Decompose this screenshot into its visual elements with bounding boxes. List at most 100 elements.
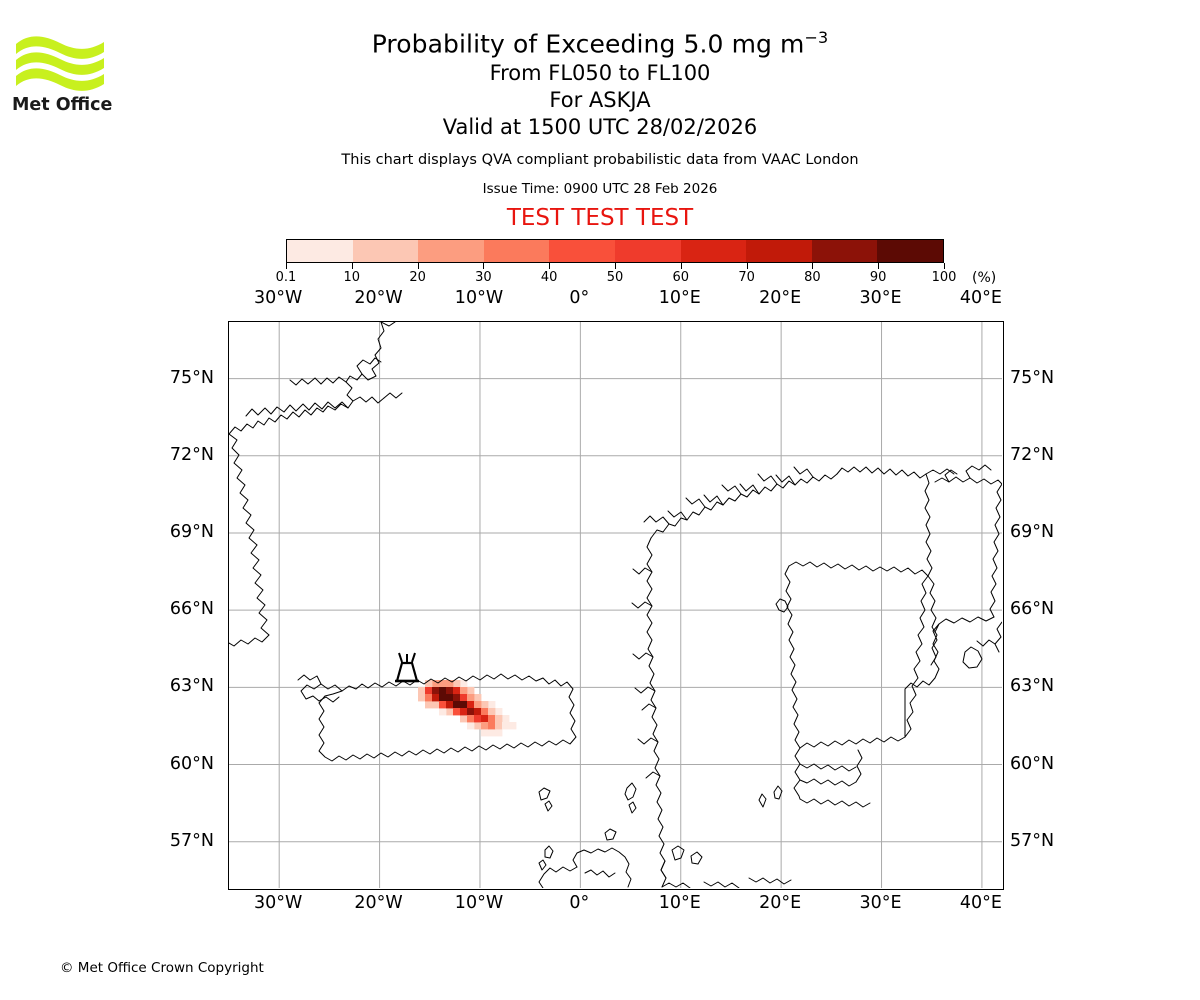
heatmap-cell — [481, 722, 489, 730]
heatmap-cell — [474, 715, 482, 723]
colorbar-band-5 — [614, 240, 681, 262]
heatmap-cell — [460, 694, 468, 702]
heatmap-cell — [488, 722, 496, 730]
heatmap-cell — [446, 701, 454, 709]
colorbar-tick-label: 0.1 — [275, 270, 297, 285]
latitude-labels-left: 57°N 60°N 63°N 66°N 69°N 72°N 75°N — [0, 321, 222, 890]
heatmap-cell — [460, 701, 468, 709]
heatmap-cell — [453, 687, 461, 695]
heatmap-cell — [488, 715, 496, 723]
longitude-tick-label: 20°E — [759, 893, 802, 913]
longitude-labels-top: 30°W 20°W 10°W 0° 10°E 20°E 30°E 40°E — [0, 288, 1200, 310]
heatmap-cell-fringe — [418, 694, 426, 702]
colorbar-tick-label: 60 — [672, 270, 690, 285]
colorbar-tick — [417, 263, 419, 269]
latitude-tick-label: 72°N — [1010, 444, 1055, 465]
colorbar-unit-label: (%) — [972, 270, 997, 286]
latitude-tick-label: 66°N — [169, 599, 214, 620]
heatmap-cell — [453, 701, 461, 709]
heatmap-cell — [453, 694, 461, 702]
qva-note: This chart displays QVA compliant probab… — [341, 152, 859, 169]
ash-probability-heatmap — [418, 680, 517, 737]
heatmap-cell — [488, 708, 496, 716]
heatmap-cell — [432, 694, 440, 702]
heatmap-cell-fringe — [467, 722, 475, 730]
longitude-tick-label: 0° — [569, 893, 590, 913]
longitude-tick-label: 40°E — [959, 288, 1002, 308]
heatmap-cell-fringe — [460, 715, 468, 723]
heatmap-cell-fringe — [502, 715, 510, 723]
colorbar-tick-label: 70 — [738, 270, 755, 285]
colorbar-tick-label: 100 — [931, 270, 957, 285]
longitude-tick-label: 30°W — [254, 893, 303, 913]
heatmap-cell-fringe — [481, 701, 489, 709]
heatmap-cell-fringe — [432, 701, 440, 709]
heatmap-cell-fringe — [488, 729, 496, 737]
latitude-tick-label: 63°N — [169, 676, 214, 697]
colorbar-ticks — [286, 263, 945, 271]
map-gridlines — [229, 322, 1002, 888]
latitude-tick-label: 75°N — [169, 367, 214, 388]
heatmap-cell — [467, 701, 475, 709]
heatmap-cell — [481, 708, 489, 716]
page-title-text: Probability of Exceeding 5.0 mg m — [371, 29, 805, 59]
logo-wordmark: Met Office — [12, 95, 113, 115]
heatmap-cell-fringe — [418, 687, 426, 695]
heatmap-cell — [467, 715, 475, 723]
latitude-tick-label: 60°N — [1010, 753, 1055, 774]
longitude-tick-label: 10°E — [658, 288, 701, 308]
longitude-tick-label: 20°W — [354, 893, 403, 913]
heatmap-cell — [425, 687, 433, 695]
colorbar-tick — [812, 263, 814, 269]
heatmap-cell — [453, 708, 461, 716]
heatmap-cell-fringe — [481, 729, 489, 737]
colorbar-tick — [549, 263, 551, 269]
latitude-tick-label: 66°N — [1010, 599, 1055, 620]
colorbar-gradient — [286, 239, 944, 263]
latitude-tick-label: 63°N — [1010, 676, 1055, 697]
heatmap-cell — [439, 687, 447, 695]
heatmap-cell — [460, 708, 468, 716]
latitude-tick-label: 69°N — [169, 521, 214, 542]
colorbar-band-0 — [287, 240, 353, 262]
page-title: Probability of Exceeding 5.0 mg m−3 — [0, 22, 1200, 60]
heatmap-cell-fringe — [474, 694, 482, 702]
colorbar-band-7 — [746, 240, 812, 262]
longitude-tick-label: 10°W — [454, 288, 504, 308]
heatmap-cell-fringe — [453, 680, 461, 688]
longitude-tick-label: 20°E — [759, 288, 802, 308]
colorbar-band-9 — [877, 240, 943, 262]
heatmap-cell-fringe — [439, 680, 447, 688]
heatmap-cell — [502, 722, 510, 730]
coastlines — [229, 322, 1002, 888]
longitude-tick-label: 30°E — [859, 288, 902, 308]
longitude-tick-label: 0° — [569, 288, 590, 308]
colorbar — [286, 239, 944, 263]
heatmap-cell-fringe — [467, 687, 475, 695]
page-title-exponent: −3 — [804, 28, 829, 47]
colorbar-tick — [680, 263, 682, 269]
longitude-labels-bottom: 30°W 20°W 10°W 0° 10°E 20°E 30°E 40°E — [0, 893, 1200, 917]
chart-header: Probability of Exceeding 5.0 mg m−3 From… — [0, 22, 1200, 232]
colorbar-band-1 — [352, 240, 419, 262]
heatmap-cell — [481, 715, 489, 723]
colorbar-band-6 — [680, 240, 747, 262]
colorbar-band-4 — [549, 240, 615, 262]
heatmap-cell — [439, 694, 447, 702]
heatmap-cell — [446, 687, 454, 695]
colorbar-tick-label: 20 — [409, 270, 426, 285]
longitude-tick-label: 30°W — [254, 288, 303, 308]
heatmap-cell — [425, 694, 433, 702]
longitude-tick-label: 10°W — [454, 893, 504, 913]
map-panel[interactable] — [228, 321, 1004, 890]
heatmap-cell — [467, 708, 475, 716]
colorbar-tick-label: 80 — [804, 270, 821, 285]
heatmap-cell-fringe — [439, 708, 447, 716]
heatmap-cell-fringe — [460, 680, 468, 688]
latitude-tick-label: 60°N — [169, 753, 214, 774]
heatmap-cell — [446, 694, 454, 702]
latitude-tick-label: 69°N — [1010, 521, 1055, 542]
colorbar-band-3 — [483, 240, 550, 262]
copyright-footer: © Met Office Crown Copyright — [60, 960, 264, 976]
colorbar-tick-label: 40 — [540, 270, 558, 285]
